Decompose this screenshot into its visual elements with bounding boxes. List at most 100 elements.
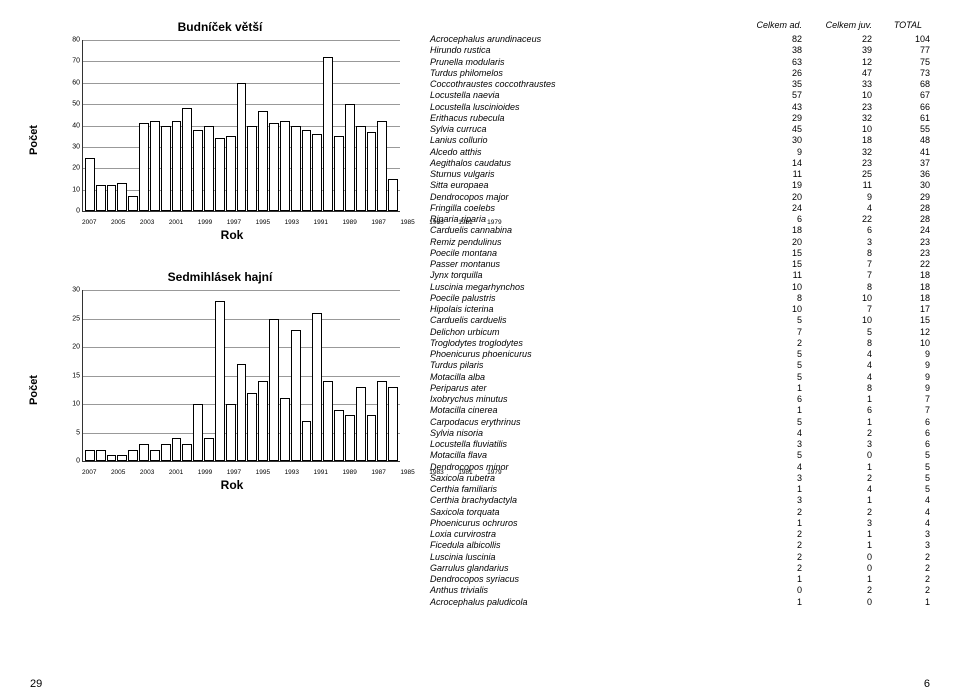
bar [258,111,268,211]
cell-ad: 10 [740,282,810,293]
species-name: Acrocephalus arundinaceus [430,34,740,45]
cell-juv: 47 [810,68,880,79]
y-tick: 70 [65,58,80,65]
cell-ad: 2 [740,552,810,563]
x-tick: 1987 [371,469,385,476]
cell-juv: 2 [810,473,880,484]
bar [204,438,214,461]
cell-total: 3 [880,540,930,551]
cell-ad: 4 [740,428,810,439]
bar [85,158,95,211]
y-axis-label: Počet [28,125,40,155]
cell-juv: 23 [810,102,880,113]
page-number-left: 29 [30,678,42,690]
y-tick: 25 [65,315,80,322]
table-row: Luscinia megarhynchos10818 [430,282,930,293]
bar [128,196,138,211]
bar [128,450,138,461]
species-name: Saxicola rubetra [430,473,740,484]
cell-ad: 19 [740,180,810,191]
bar [323,57,333,211]
cell-ad: 10 [740,304,810,315]
cell-ad: 3 [740,473,810,484]
cell-total: 75 [880,57,930,68]
cell-ad: 7 [740,327,810,338]
table-body: Acrocephalus arundinaceus8222104Hirundo … [430,34,930,608]
cell-ad: 4 [740,462,810,473]
table-row: Motacilla cinerea167 [430,405,930,416]
table-row: Prunella modularis631275 [430,57,930,68]
cell-juv: 8 [810,282,880,293]
cell-juv: 8 [810,383,880,394]
cell-juv: 2 [810,428,880,439]
species-name: Turdus pilaris [430,360,740,371]
table-row: Delichon urbicum7512 [430,327,930,338]
cell-total: 18 [880,270,930,281]
cell-total: 9 [880,349,930,360]
cell-ad: 15 [740,248,810,259]
cell-total: 28 [880,214,930,225]
cell-juv: 23 [810,158,880,169]
cell-total: 66 [880,102,930,113]
cell-ad: 45 [740,124,810,135]
bar [107,455,117,461]
species-name: Poecile palustris [430,293,740,304]
cell-juv: 8 [810,248,880,259]
cell-total: 7 [880,394,930,405]
chart-title: Sedmihlásek hajní [30,270,410,284]
cell-juv: 9 [810,192,880,203]
x-tick: 1989 [342,219,356,226]
table-row: Acrocephalus paludicola101 [430,597,930,608]
cell-ad: 2 [740,338,810,349]
y-tick: 50 [65,101,80,108]
cell-total: 5 [880,473,930,484]
y-tick: 15 [65,372,80,379]
species-name: Delichon urbicum [430,327,740,338]
x-tick: 1993 [285,469,299,476]
cell-total: 5 [880,484,930,495]
table-row: Passer montanus15722 [430,259,930,270]
cell-total: 2 [880,552,930,563]
cell-ad: 15 [740,259,810,270]
cell-juv: 0 [810,450,880,461]
chart-sedmihlasek: Sedmihlásek hajníPočet051015202530200720… [30,270,410,490]
table-row: Sitta europaea191130 [430,180,930,191]
y-tick: 80 [65,37,80,44]
table-row: Phoenicurus phoenicurus549 [430,349,930,360]
species-name: Anthus trivialis [430,585,740,596]
x-tick: 1997 [227,219,241,226]
species-name: Carduelis cannabina [430,225,740,236]
species-name: Carduelis carduelis [430,315,740,326]
table-row: Riparia riparia62228 [430,214,930,225]
cell-ad: 82 [740,34,810,45]
table-row: Sylvia curruca451055 [430,124,930,135]
cell-juv: 7 [810,270,880,281]
cell-total: 2 [880,563,930,574]
cell-juv: 4 [810,484,880,495]
cell-total: 7 [880,405,930,416]
cell-total: 29 [880,192,930,203]
x-tick: 2001 [169,219,183,226]
cell-ad: 63 [740,57,810,68]
cell-ad: 14 [740,158,810,169]
cell-juv: 39 [810,45,880,56]
cell-ad: 5 [740,315,810,326]
cell-total: 18 [880,282,930,293]
cell-juv: 32 [810,147,880,158]
cell-juv: 10 [810,293,880,304]
cell-total: 2 [880,585,930,596]
cell-juv: 1 [810,462,880,473]
cell-juv: 3 [810,237,880,248]
table-row: Ixobrychus minutus617 [430,394,930,405]
table-row: Certhia brachydactyla314 [430,495,930,506]
cell-total: 10 [880,338,930,349]
bar [96,450,106,461]
table-row: Aegithalos caudatus142337 [430,158,930,169]
table-row: Periparus ater189 [430,383,930,394]
table-row: Carduelis cannabina18624 [430,225,930,236]
bar [247,126,257,212]
table-row: Hipolais icterina10717 [430,304,930,315]
x-tick: 1993 [285,219,299,226]
table-row: Ficedula albicollis213 [430,540,930,551]
bar [377,381,387,461]
